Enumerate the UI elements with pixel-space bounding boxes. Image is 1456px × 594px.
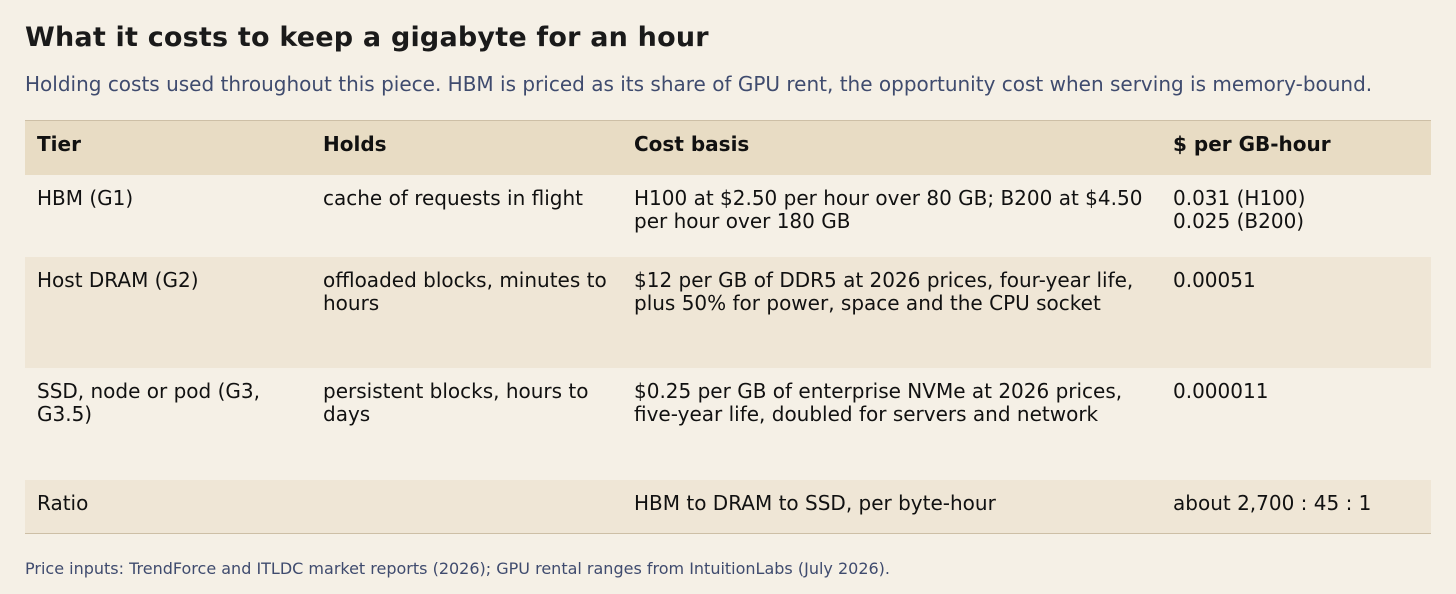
cell-price: 0.031 (H100) 0.025 (B200): [1161, 175, 1431, 257]
cell-holds: offloaded blocks, minutes to hours: [323, 267, 607, 315]
cell-tier: Ratio: [37, 490, 89, 515]
cell-price: about 2,700 : 45 : 1: [1161, 480, 1431, 534]
cell-cost-basis: HBM to DRAM to SSD, per byte-hour: [634, 490, 996, 515]
price-line: about 2,700 : 45 : 1: [1173, 490, 1372, 515]
header-row: Tier Holds Cost basis $ per GB-hour: [25, 120, 1431, 175]
price-line: 0.00051: [1173, 267, 1256, 292]
cell-cost-basis: $0.25 per GB of enterprise NVMe at 2026 …: [634, 378, 1123, 426]
page-subtitle: Holding costs used throughout this piece…: [25, 72, 1373, 96]
page-title: What it costs to keep a gigabyte for an …: [25, 22, 709, 53]
holding-cost-table: Tier Holds Cost basis $ per GB-hour HBM …: [25, 120, 1431, 534]
header-holds: Holds: [323, 132, 387, 156]
header-cost-basis: Cost basis: [634, 132, 750, 156]
table-row: HBM (G1) cache of requests in flight H10…: [25, 174, 1431, 257]
header-price: $ per GB-hour: [1173, 132, 1331, 156]
cell-holds: cache of requests in flight: [323, 185, 583, 210]
price-line: 0.031 (H100): [1173, 185, 1306, 210]
cell-tier: HBM (G1): [37, 185, 134, 210]
cell-cost-basis: $12 per GB of DDR5 at 2026 prices, four-…: [634, 267, 1134, 315]
footnote: Price inputs: TrendForce and ITLDC marke…: [25, 559, 890, 578]
header-tier: Tier: [37, 132, 81, 156]
table-row: Host DRAM (G2) offloaded blocks, minutes…: [25, 256, 1431, 368]
table-header: Tier Holds Cost basis $ per GB-hour: [25, 120, 1431, 175]
table-row: SSD, node or pod (G3, G3.5) persistent b…: [25, 367, 1431, 480]
table-row-ratio: Ratio HBM to DRAM to SSD, per byte-hour …: [25, 479, 1431, 534]
cell-holds: persistent blocks, hours to days: [323, 378, 589, 426]
price-line: 0.025 (B200): [1173, 208, 1305, 233]
price-line: 0.000011: [1173, 378, 1269, 403]
table-body: HBM (G1) cache of requests in flight H10…: [25, 174, 1431, 534]
cell-cost-basis: H100 at $2.50 per hour over 80 GB; B200 …: [634, 185, 1143, 233]
cell-tier: SSD, node or pod (G3, G3.5): [37, 378, 260, 426]
cell-holds: [311, 480, 622, 534]
cell-price: 0.000011: [1161, 368, 1431, 480]
cell-tier: Host DRAM (G2): [37, 267, 199, 292]
cell-price: 0.00051: [1161, 257, 1431, 368]
